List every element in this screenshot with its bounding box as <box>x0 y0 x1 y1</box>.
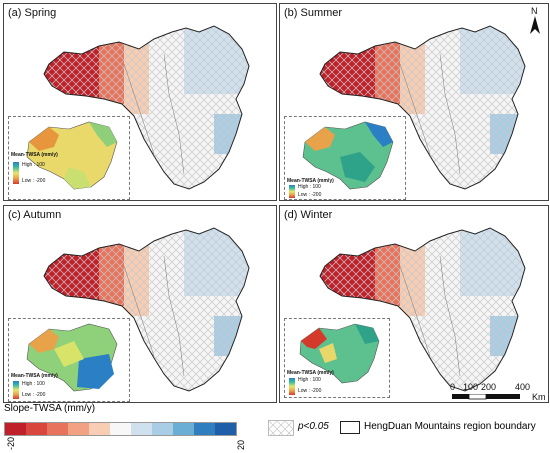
inset-legend: Mean-TWSA (mm/y) <box>287 371 347 376</box>
north-arrow: N <box>530 6 540 34</box>
inset-mean-twsa-summer <box>302 121 394 190</box>
colorbar-max-label: 20 <box>236 439 246 450</box>
inset-legend-bar <box>289 378 295 395</box>
panel-summer: (b) Summer N Mean-TWSA (mm/y) High : 100… <box>279 3 549 201</box>
colorbar-title: Slope-TWSA (mm/y) <box>4 403 96 414</box>
inset-legend-high: High : 100 <box>22 381 45 387</box>
inset-map: Mean-TWSA (mm/y) High : 100 Low : -200 <box>8 318 130 402</box>
inset-map: Mean-TWSA (mm/y) High : 100 Low : -200 <box>284 116 406 200</box>
inset-legend-title: Mean-TWSA (mm/y) <box>287 178 334 184</box>
colorbar <box>4 422 237 436</box>
scale-bar-graphic <box>452 394 520 400</box>
north-arrow-icon <box>530 16 540 34</box>
scale-tick-100: 100 <box>463 382 479 392</box>
inset-legend-bar <box>13 162 19 184</box>
inset-legend-low: Low : -200 <box>298 192 322 198</box>
colorbar-swatch-0 <box>5 423 26 435</box>
colorbar-swatch-4 <box>89 423 110 435</box>
inset-mean-twsa-autumn <box>26 323 118 392</box>
inset-mean-twsa-spring <box>26 121 118 190</box>
inset-legend: Mean-TWSA (mm/y) <box>11 374 71 379</box>
colorbar-min-label: -20 <box>6 436 16 450</box>
colorbar-swatch-2 <box>47 423 68 435</box>
inset-legend: Mean-TWSA (mm/y) <box>287 179 347 184</box>
inset-legend: Mean-TWSA (mm/y) <box>11 153 71 158</box>
panel-spring: (a) Spring Mean-TWSA (mm/y) High : 100 L… <box>3 3 277 201</box>
inset-legend-high: High : 100 <box>22 162 45 168</box>
panel-autumn: (c) Autumn Mean-TWSA (mm/y) High : 100 L… <box>3 205 277 403</box>
inset-legend-title: Mean-TWSA (mm/y) <box>11 373 58 379</box>
colorbar-swatch-7 <box>152 423 173 435</box>
panel-title: (c) Autumn <box>8 209 62 221</box>
colorbar-swatch-10 <box>215 423 236 435</box>
colorbar-swatch-6 <box>131 423 152 435</box>
inset-legend-bar <box>289 185 295 198</box>
scale-unit: Km <box>532 392 546 402</box>
scale-tick-400: 400 <box>515 382 531 392</box>
scale-tick-200: 200 <box>481 382 497 392</box>
inset-legend-low: Low : -200 <box>22 178 46 184</box>
north-label: N <box>531 6 538 16</box>
inset-legend-title: Mean-TWSA (mm/y) <box>287 370 334 376</box>
panel-title: (b) Summer <box>284 7 343 19</box>
scale-tick-0: 0 <box>450 382 456 392</box>
significance-label: p<0.05 <box>298 421 329 432</box>
inset-map: Mean-TWSA (mm/y) High : 100 Low : -200 <box>284 318 390 398</box>
colorbar-swatch-5 <box>110 423 131 435</box>
inset-legend-title: Mean-TWSA (mm/y) <box>11 152 58 158</box>
colorbar-swatch-8 <box>173 423 194 435</box>
inset-mean-twsa-winter <box>299 323 380 384</box>
boundary-label: HengDuan Mountains region boundary <box>364 421 536 432</box>
inset-legend-high: High : 100 <box>298 184 321 190</box>
panel-title: (d) Winter <box>284 209 333 221</box>
panel-winter: (d) Winter Mean-TWSA (mm/y) High : 100 L… <box>279 205 549 403</box>
inset-legend-low: Low : -200 <box>298 388 322 394</box>
panel-title: (a) Spring <box>8 7 57 19</box>
inset-legend-high: High : 100 <box>298 377 321 383</box>
inset-legend-low: Low : -200 <box>22 392 46 398</box>
scale-bar: 0 100 200 400 Km <box>450 382 546 402</box>
colorbar-swatch-9 <box>194 423 215 435</box>
inset-map: Mean-TWSA (mm/y) High : 100 Low : -200 <box>8 116 130 200</box>
significance-hatch-symbol <box>268 420 294 436</box>
boundary-symbol <box>340 421 360 434</box>
colorbar-swatch-3 <box>68 423 89 435</box>
colorbar-swatch-1 <box>26 423 47 435</box>
inset-legend-bar <box>13 381 19 399</box>
